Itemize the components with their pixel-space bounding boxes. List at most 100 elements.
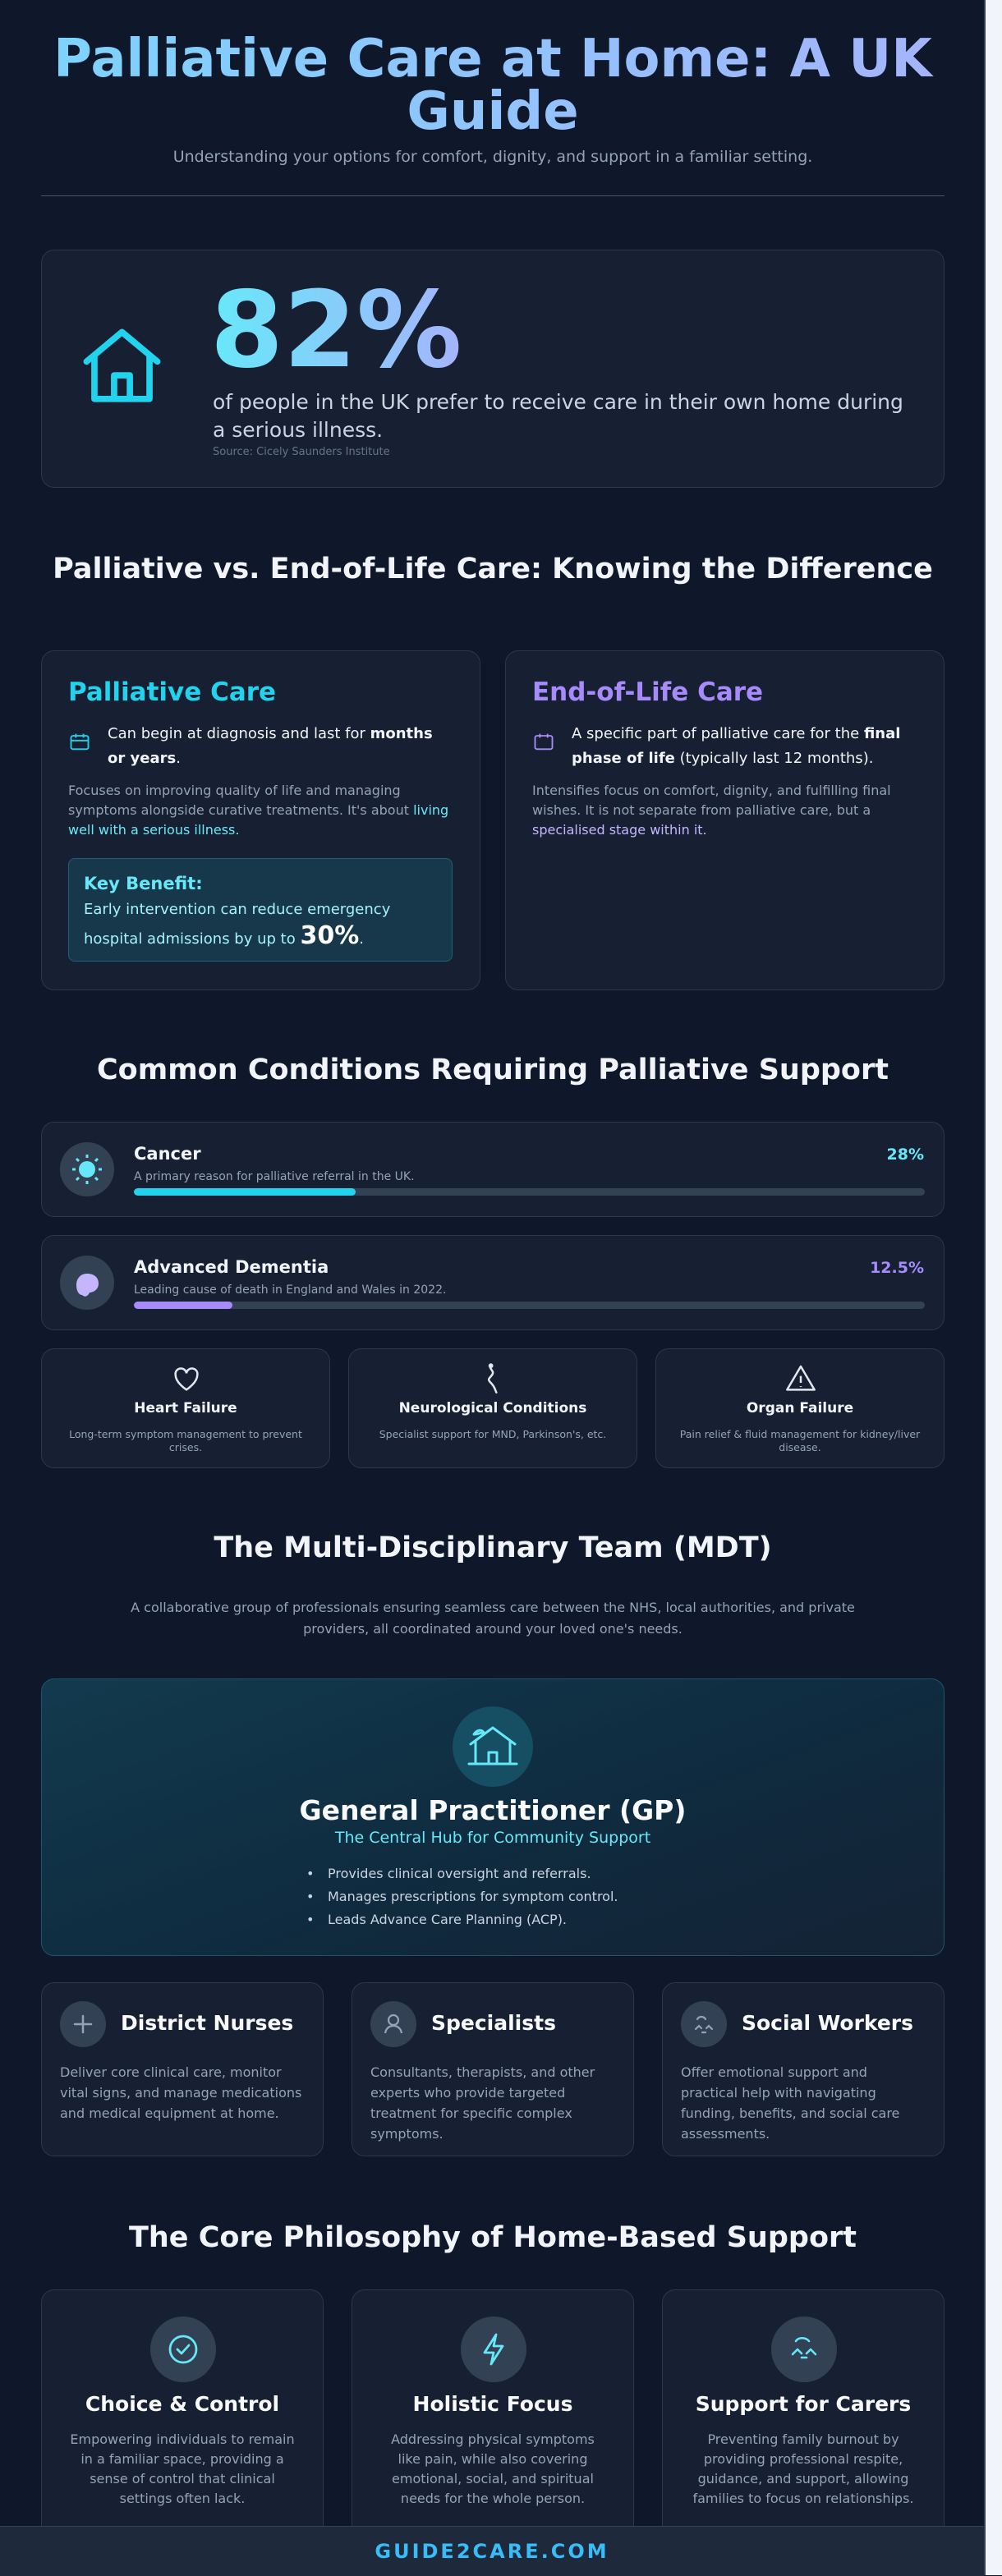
section-heading: The Core Philosophy of Home-Based Suppor… <box>129 2221 857 2254</box>
end-of-life-desc: Intensifies focus on comfort, dignity, a… <box>532 781 918 840</box>
philosophy-desc: Empowering individuals to remain in a fa… <box>70 2431 295 2506</box>
philosophy-heading: The Core Philosophy of Home-Based Suppor… <box>41 2220 945 2255</box>
plus-icon <box>60 2001 106 2047</box>
helping-hands-icon <box>771 2317 837 2382</box>
benefit-sentence: Early intervention can reduce emergency … <box>84 901 391 948</box>
footer-brand[interactable]: GUIDE2CARE.COM <box>375 2540 609 2563</box>
philosophy-card-holistic: Holistic Focus Addressing physical sympt… <box>352 2289 634 2544</box>
role-card-specialists: Specialists Consultants, therapists, and… <box>352 1982 634 2156</box>
philosophy-desc: Addressing physical symptoms like pain, … <box>391 2431 595 2506</box>
condition-card-desc: Specialist support for MND, Parkinson's,… <box>379 1428 607 1440</box>
philosophy-title: Choice & Control <box>85 2392 280 2416</box>
benefit-text: Early intervention can reduce emergency … <box>84 897 437 953</box>
condition-card-neuro: Neurological Conditions Specialist suppo… <box>348 1348 637 1468</box>
condition-desc: A primary reason for palliative referral… <box>134 1170 415 1183</box>
condition-card-name: Neurological Conditions <box>398 1400 587 1417</box>
progress-fill <box>134 1302 233 1309</box>
section-heading: Common Conditions Requiring Palliative S… <box>97 1054 889 1086</box>
page-title: Palliative Care at Home: A UK Guide <box>41 33 945 138</box>
desc-highlight: living well with a serious illness. <box>68 802 449 838</box>
condition-name: Cancer <box>134 1144 201 1164</box>
condition-card-name: Heart Failure <box>134 1400 237 1417</box>
progress-track <box>134 1302 925 1309</box>
page-subtitle: Understanding your options for comfort, … <box>172 148 813 166</box>
list-item: Leads Advance Care Planning (ACP). <box>306 1908 618 1931</box>
benefit-end: . <box>359 930 364 948</box>
hands-icon <box>681 2001 727 2047</box>
role-title: Social Workers <box>742 2011 914 2035</box>
role-title: District Nurses <box>121 2011 294 2035</box>
gp-subtitle: The Central Hub for Community Support <box>334 1829 651 1847</box>
lead-end: (typically last 12 months). <box>674 750 874 767</box>
role-title: Specialists <box>431 2011 556 2035</box>
philosophy-card-choice: Choice & Control Empowering individuals … <box>41 2289 324 2544</box>
key-benefit-box: Key Benefit: Early intervention can redu… <box>68 858 453 962</box>
divider <box>41 195 945 196</box>
footer: GUIDE2CARE.COM <box>0 2526 984 2576</box>
stat-value: 82% <box>210 269 462 392</box>
role-card-district-nurses: District Nurses Deliver core clinical ca… <box>41 1982 324 2156</box>
check-circle-icon <box>150 2317 216 2382</box>
condition-bar-cancer: Cancer 28% A primary reason for palliati… <box>41 1122 945 1217</box>
scrollbar[interactable] <box>986 0 1002 2575</box>
philosophy-title: Holistic Focus <box>412 2392 573 2416</box>
condition-card-name: Organ Failure <box>746 1400 854 1417</box>
condition-card-organ: Organ Failure Pain relief & fluid manage… <box>655 1348 945 1468</box>
list-item: Provides clinical oversight and referral… <box>306 1862 618 1885</box>
gp-title: General Practitioner (GP) <box>299 1794 687 1826</box>
section-heading: The Multi-Disciplinary Team (MDT) <box>214 1531 772 1564</box>
gp-list: Provides clinical oversight and referral… <box>306 1862 618 1931</box>
virus-icon <box>60 1142 114 1196</box>
palliative-card: Palliative Care Can begin at diagnosis a… <box>41 650 480 990</box>
lead-bold: months or years <box>108 725 433 767</box>
house-icon <box>75 320 169 415</box>
role-desc: Offer emotional support and practical he… <box>681 2064 900 2142</box>
philosophy-title: Support for Carers <box>695 2392 912 2416</box>
benefit-title: Key Benefit: <box>84 874 203 893</box>
philosophy-card-carers: Support for Carers Preventing family bur… <box>662 2289 945 2544</box>
brain-icon <box>60 1256 114 1310</box>
end-of-life-title: End-of-Life Care <box>532 677 764 707</box>
stat-text: of people in the UK prefer to receive ca… <box>213 390 903 442</box>
condition-name: Advanced Dementia <box>134 1257 329 1277</box>
mdt-heading: The Multi-Disciplinary Team (MDT) <box>41 1531 945 1565</box>
house-care-icon <box>453 1706 533 1787</box>
comparison-heading: Palliative vs. End-of-Life Care: Knowing… <box>41 552 945 586</box>
role-desc: Consultants, therapists, and other exper… <box>370 2064 595 2142</box>
role-card-social-workers: Social Workers Offer emotional support a… <box>662 1982 945 2156</box>
progress-track <box>134 1188 925 1196</box>
user-icon <box>370 2001 416 2047</box>
lead-end: . <box>176 750 181 767</box>
end-of-life-card: End-of-Life Care A specific part of pall… <box>505 650 945 990</box>
condition-card-heart: Heart Failure Long-term symptom manageme… <box>41 1348 330 1468</box>
section-heading: Palliative vs. End-of-Life Care: Knowing… <box>53 553 933 585</box>
desc-text: Intensifies focus on comfort, dignity, a… <box>532 783 891 818</box>
condition-bar-dementia: Advanced Dementia 12.5% Leading cause of… <box>41 1235 945 1330</box>
list-item: Manages prescriptions for symptom contro… <box>306 1885 618 1908</box>
palliative-title: Palliative Care <box>68 677 277 707</box>
philosophy-desc: Preventing family burnout by providing p… <box>692 2431 914 2506</box>
condition-card-desc: Long-term symptom management to prevent … <box>69 1428 302 1453</box>
role-desc: Deliver core clinical care, monitor vita… <box>60 2064 302 2121</box>
palliative-desc: Focuses on improving quality of life and… <box>68 781 454 840</box>
condition-card-desc: Pain relief & fluid management for kidne… <box>679 1428 921 1453</box>
progress-fill <box>134 1188 356 1196</box>
gp-card: General Practitioner (GP) The Central Hu… <box>41 1678 945 1956</box>
stat-card: 82% of people in the UK prefer to receiv… <box>41 250 945 488</box>
desc-text: Focuses on improving quality of life and… <box>68 783 414 818</box>
lead-text: A specific part of palliative care for t… <box>572 725 864 742</box>
lead-text: Can begin at diagnosis and last for <box>108 725 370 742</box>
calendar-icon <box>532 730 555 753</box>
mdt-intro: A collaborative group of professionals e… <box>131 1600 855 1637</box>
condition-percent: 12.5% <box>870 1259 924 1277</box>
lead-bold: final phase of life <box>572 725 901 767</box>
conditions-heading: Common Conditions Requiring Palliative S… <box>41 1053 945 1087</box>
heart-icon <box>170 1362 203 1395</box>
benefit-value: 30% <box>300 921 360 950</box>
condition-percent: 28% <box>886 1146 924 1164</box>
nerve-icon <box>477 1362 510 1395</box>
palliative-lead: Can begin at diagnosis and last for mont… <box>68 722 454 771</box>
lightning-icon <box>461 2317 526 2382</box>
end-of-life-lead: A specific part of palliative care for t… <box>532 722 918 771</box>
desc-highlight: specialised stage within it. <box>532 822 707 838</box>
